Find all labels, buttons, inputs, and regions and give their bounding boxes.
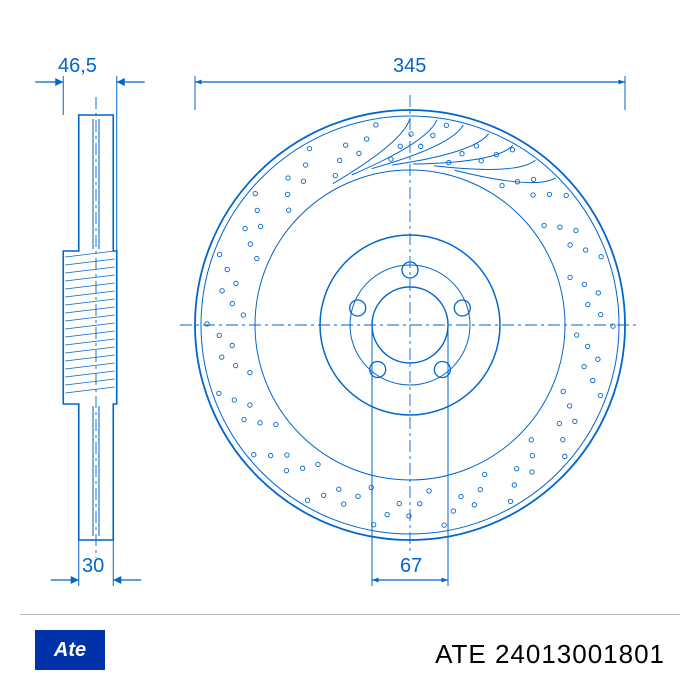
footer-divider bbox=[20, 614, 680, 615]
part-brand: ATE bbox=[435, 639, 487, 669]
part-number: 24013001801 bbox=[495, 639, 665, 669]
brand-logo: Ate bbox=[35, 630, 105, 670]
dim-disc-thickness: 30 bbox=[82, 555, 104, 578]
technical-drawing bbox=[0, 0, 700, 700]
brand-logo-text: Ate bbox=[54, 639, 86, 662]
dim-outer-diameter: 345 bbox=[393, 55, 426, 78]
dim-overall-thickness: 46,5 bbox=[58, 55, 97, 78]
dim-hub-bore: 67 bbox=[400, 555, 422, 578]
part-number-label: ATE 24013001801 bbox=[435, 639, 665, 670]
